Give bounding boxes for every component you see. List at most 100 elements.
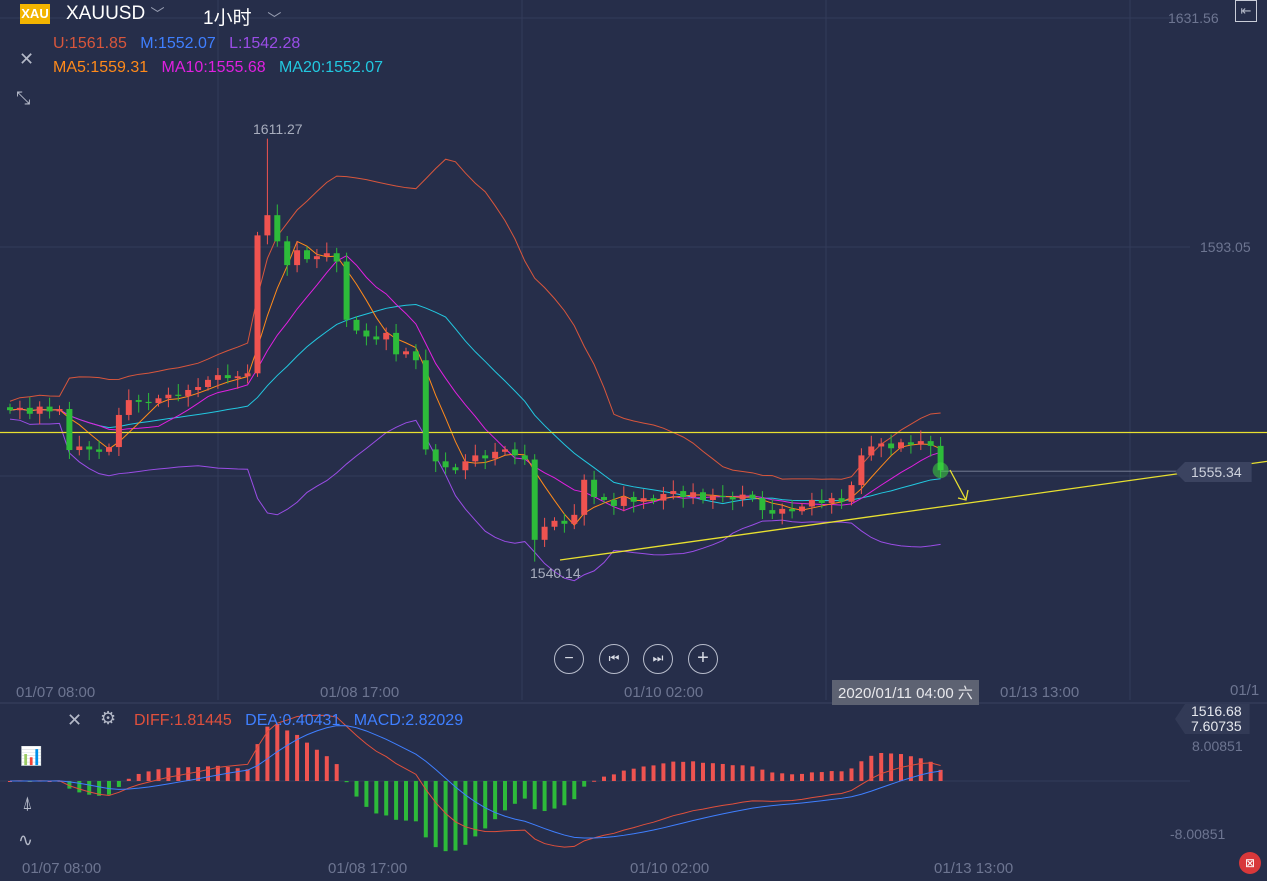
- symbol-selector[interactable]: XAUUSD ﹀: [66, 3, 164, 25]
- candle-body: [214, 375, 221, 380]
- macd-histogram-bar: [8, 781, 12, 782]
- interval-label: 1小时: [203, 8, 252, 29]
- candle-body: [363, 330, 370, 337]
- candle-body: [76, 446, 83, 451]
- candle-body: [848, 485, 855, 502]
- candle-body: [383, 332, 390, 340]
- macd-histogram-bar: [611, 774, 616, 781]
- close-macd-icon[interactable]: ✕: [67, 710, 83, 730]
- candle-body: [680, 491, 687, 498]
- candle-body: [393, 332, 400, 355]
- feedback-icon[interactable]: ⊠: [1239, 852, 1261, 874]
- candle-body: [571, 514, 578, 524]
- drawing-compass-icon[interactable]: ⍋: [22, 793, 33, 813]
- time-label: 01/10 02:00: [624, 684, 704, 701]
- macd-histogram-bar: [859, 761, 864, 781]
- macd-histogram-bar: [908, 756, 913, 781]
- macd-value: MACD:2.82029: [353, 712, 464, 729]
- macd-histogram-bar: [651, 765, 656, 781]
- zoom-out-button[interactable]: −: [554, 644, 584, 674]
- macd-histogram-bar: [879, 752, 884, 781]
- macd-histogram-bar: [780, 773, 785, 781]
- candle-body: [373, 336, 380, 340]
- candle-body: [343, 261, 350, 320]
- candle-body: [511, 449, 518, 456]
- macd-histogram-bar: [265, 726, 270, 781]
- candle-body: [313, 256, 320, 260]
- candle-body: [462, 461, 469, 471]
- candle-body: [620, 497, 627, 506]
- macd-histogram-bar: [364, 781, 369, 807]
- macd-histogram-bar: [572, 781, 577, 800]
- macd-histogram-bar: [641, 766, 646, 781]
- dea-line: [9, 725, 941, 839]
- macd-axis-top: 7.60735: [1191, 718, 1242, 734]
- macd-histogram-bar: [423, 781, 428, 838]
- candle-body: [789, 508, 796, 512]
- candle-body: [96, 449, 103, 452]
- macd-histogram-bar: [730, 765, 735, 781]
- macd-histogram-bar: [146, 771, 151, 781]
- candle-body: [551, 520, 558, 527]
- prev-button[interactable]: ⏮: [599, 644, 629, 674]
- candle-body: [700, 492, 706, 500]
- macd-histogram-bar: [384, 781, 389, 816]
- macd-histogram-bar: [938, 769, 943, 781]
- macd-histogram-bar: [176, 767, 181, 781]
- ma10-line: [9, 255, 941, 512]
- candle-body: [432, 449, 439, 462]
- ma-legend: MA5:1559.31 MA10:1555.68 MA20:1552.07: [53, 59, 383, 77]
- candle-body: [7, 407, 13, 411]
- macd-histogram-bar: [47, 780, 52, 782]
- candle-body: [36, 406, 43, 414]
- indicator-chart-icon[interactable]: 📊: [20, 746, 43, 766]
- macd-histogram-bar: [255, 744, 260, 781]
- macd-histogram-bar: [156, 769, 161, 781]
- high-annotation: 1611.27: [253, 121, 303, 137]
- macd-histogram-bar: [166, 767, 171, 781]
- candle-body: [779, 508, 786, 514]
- candle-body: [591, 479, 598, 498]
- candle-body: [155, 398, 162, 404]
- ma5-value: MA5:1559.31: [53, 59, 149, 76]
- close-indicator-icon[interactable]: ✕: [19, 49, 35, 69]
- waveform-icon[interactable]: ∿: [18, 830, 34, 850]
- candle-body: [502, 449, 508, 452]
- candle-body: [601, 497, 607, 500]
- candle-body: [660, 494, 667, 501]
- candle-body: [808, 499, 815, 507]
- next-button[interactable]: ⏭: [643, 644, 673, 674]
- macd-time-label: 01/13 13:00: [934, 860, 1014, 877]
- zoom-in-button[interactable]: +: [688, 644, 718, 674]
- ruler-panel-icon[interactable]: ⇤: [1235, 0, 1257, 22]
- candle-body: [937, 445, 944, 471]
- interval-selector[interactable]: 1小时 ﹀: [203, 3, 281, 30]
- candle-body: [472, 455, 479, 462]
- chevron-down-icon: ﹀: [267, 11, 282, 27]
- candle-body: [541, 526, 548, 540]
- macd-histogram-bar: [206, 766, 210, 781]
- macd-histogram-bar: [314, 749, 319, 781]
- macd-histogram-bar: [800, 773, 804, 781]
- candle-body: [26, 407, 33, 414]
- candle-body: [670, 491, 677, 495]
- macd-histogram-bar: [67, 781, 72, 789]
- candle-body: [868, 446, 875, 456]
- macd-histogram-bar: [720, 763, 725, 781]
- macd-histogram-bar: [671, 761, 676, 781]
- candle-body: [709, 495, 716, 500]
- candle-body: [106, 447, 112, 452]
- macd-histogram-bar: [552, 781, 557, 809]
- candle-body: [838, 498, 845, 502]
- arrow-annotation: [949, 469, 969, 501]
- collapse-icon[interactable]: ⤡: [16, 88, 31, 108]
- macd-histogram-bar: [532, 781, 537, 810]
- candle-body: [482, 455, 489, 459]
- candle-body: [442, 461, 449, 468]
- macd-histogram-bar: [790, 774, 795, 781]
- macd-histogram-bar: [512, 781, 517, 804]
- gear-icon[interactable]: ⚙: [100, 708, 117, 728]
- candle-body: [729, 497, 736, 500]
- rising-trendline: [559, 460, 1267, 561]
